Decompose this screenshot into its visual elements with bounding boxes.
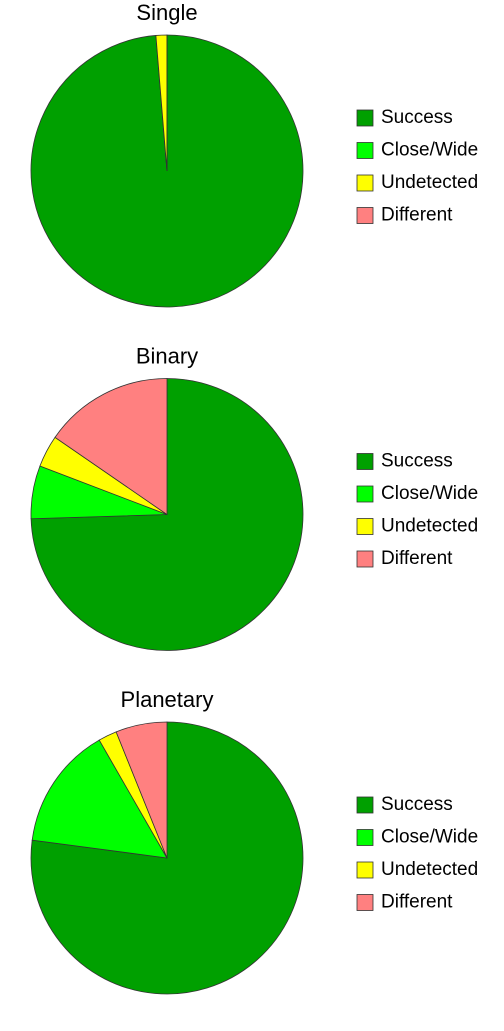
legend-swatch	[356, 453, 374, 470]
chart-title: Single	[136, 0, 197, 25]
legend-swatch	[356, 174, 374, 192]
legend-swatch	[356, 109, 374, 127]
legend-swatch	[356, 207, 374, 224]
legend-swatch	[356, 142, 374, 159]
legend-swatch	[356, 485, 374, 503]
legend-label: Success	[381, 107, 453, 128]
legend-swatch	[356, 550, 374, 568]
legend-label: Undetected	[381, 516, 478, 537]
pie-slice	[31, 739, 168, 859]
pie-slice	[54, 378, 168, 516]
legend-label: Different	[381, 892, 453, 913]
chart-title: Planetary	[121, 687, 214, 712]
legend-label: Close/Wide	[381, 483, 478, 504]
chart-title: Binary	[136, 343, 198, 368]
legend-swatch	[356, 796, 374, 814]
pie-slice	[115, 721, 168, 859]
legend-label: Close/Wide	[381, 827, 478, 848]
legend-swatch	[356, 829, 374, 846]
legend-label: Different	[381, 205, 453, 226]
legend-label: Close/Wide	[381, 140, 478, 161]
legend-label: Success	[381, 794, 453, 815]
legend-swatch	[356, 894, 374, 911]
legend-swatch	[356, 861, 374, 879]
legend-label: Success	[381, 451, 453, 472]
legend-label: Undetected	[381, 172, 478, 193]
legend-label: Undetected	[381, 859, 478, 880]
legend-label: Different	[381, 548, 453, 569]
legend-swatch	[356, 518, 374, 535]
